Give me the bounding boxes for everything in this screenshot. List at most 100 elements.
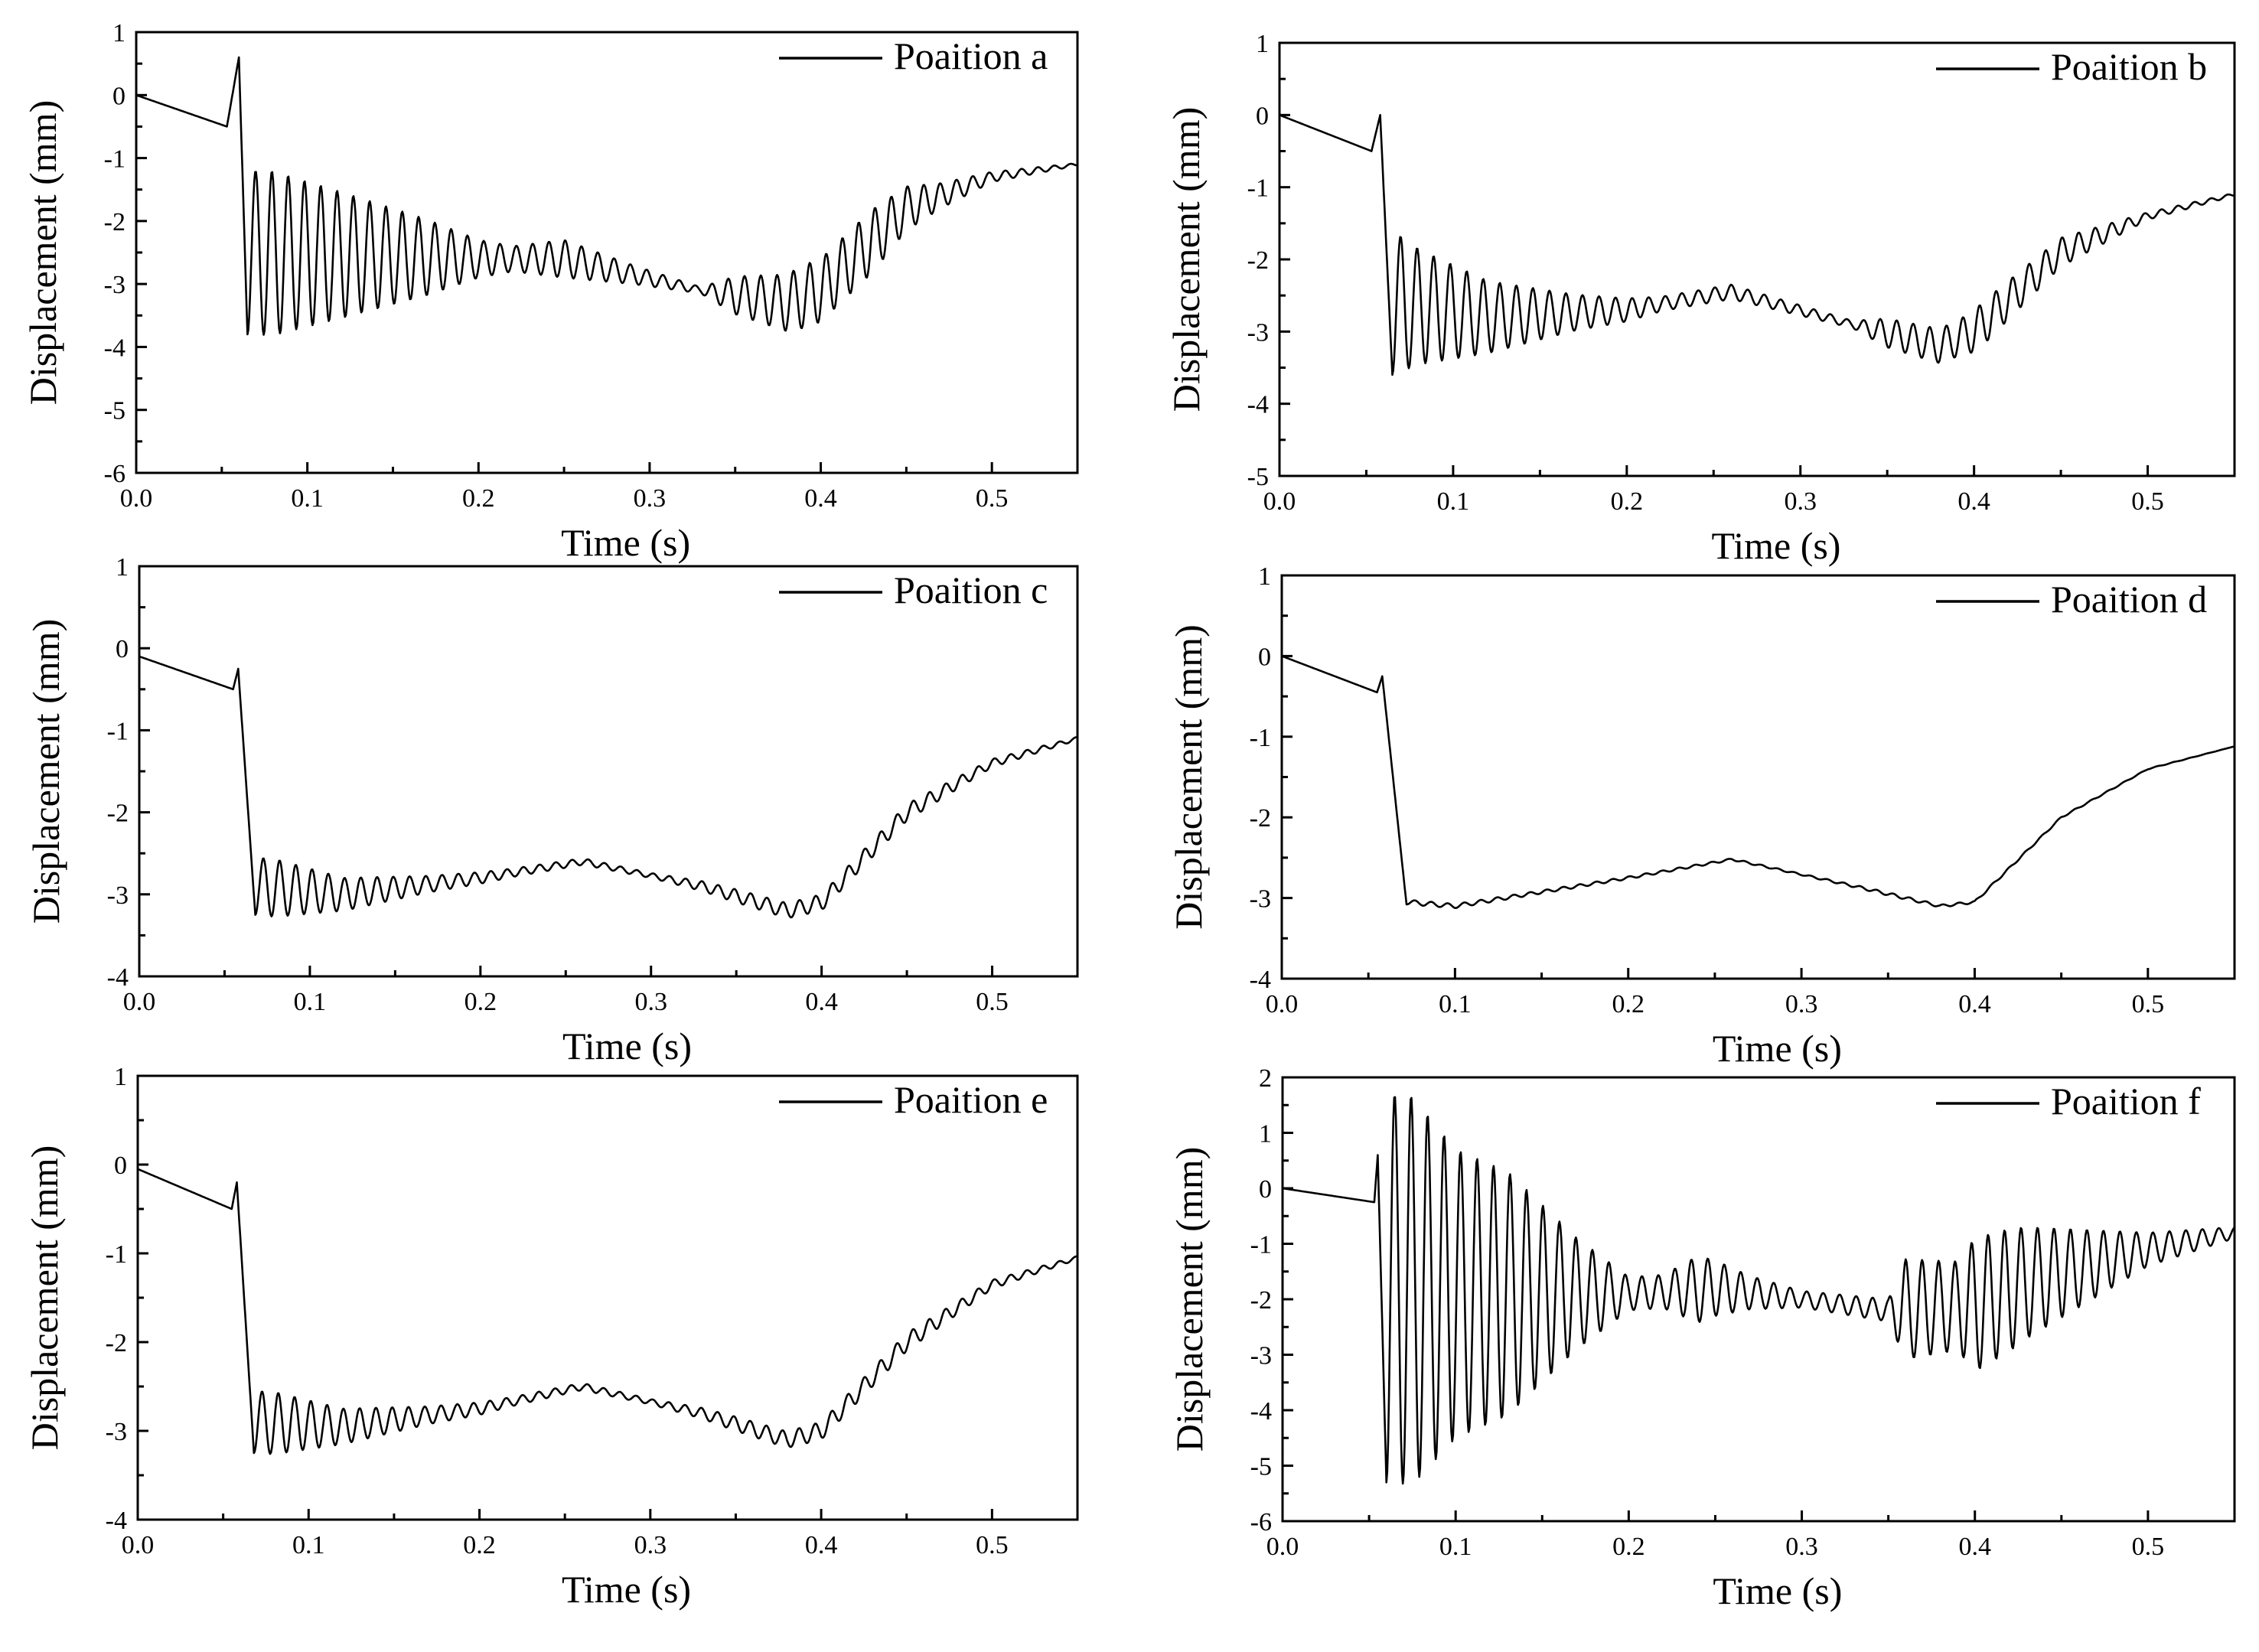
legend-label-c: Poaition c <box>894 569 1048 611</box>
chart-panel-d: 0.0 0.1 0.2 0.3 0.4 0.5 1 0 -1 -2 -3 -4 Time (s) Disp… <box>1167 562 2236 1070</box>
y-tick-label-f-3: -1 <box>1250 1231 1272 1259</box>
y-tick-label-a-6: -5 <box>104 397 126 425</box>
x-tick-label-d-3: 0.3 <box>1785 990 1818 1018</box>
x-axis-title-b: Time (s) <box>1711 524 1840 567</box>
legend-label-f: Poaition f <box>2051 1080 2201 1123</box>
x-tick-label-b-2: 0.2 <box>1611 487 1644 516</box>
x-axis-title-e: Time (s) <box>562 1568 691 1611</box>
y-tick-label-e-2: -1 <box>106 1240 127 1269</box>
x-tick-label-b-1: 0.1 <box>1437 487 1470 516</box>
y-tick-label-e-1: 0 <box>114 1152 127 1180</box>
x-tick-label-a-2: 0.2 <box>462 484 495 513</box>
y-tick-label-c-0: 1 <box>116 553 129 582</box>
x-tick-label-a-3: 0.3 <box>634 484 667 513</box>
plot-frame-b <box>1278 41 2236 477</box>
y-axis-title-a: Displacement (mm) <box>21 100 64 406</box>
y-tick-label-d-4: -3 <box>1250 885 1271 914</box>
x-tick-label-e-2: 0.2 <box>463 1531 496 1559</box>
y-tick-label-a-1: 0 <box>112 82 126 110</box>
y-tick-label-b-6: -5 <box>1247 463 1269 491</box>
x-axis-title-a: Time (s) <box>561 521 690 564</box>
series-line-e <box>137 1168 1078 1455</box>
x-tick-label-d-5: 0.5 <box>2132 990 2165 1018</box>
plot-frame-c <box>138 565 1079 978</box>
x-tick-label-f-1: 0.1 <box>1439 1533 1472 1561</box>
y-tick-label-b-1: 0 <box>1256 102 1269 130</box>
x-tick-label-e-3: 0.3 <box>634 1531 667 1559</box>
plot-frame-e <box>136 1074 1079 1521</box>
plot-frame-a <box>135 31 1079 474</box>
y-tick-label-d-0: 1 <box>1258 562 1271 591</box>
chart-panel-c: 0.0 0.1 0.2 0.3 0.4 0.5 1 0 -1 -2 -3 -4 Time (s) Disp… <box>24 553 1079 1067</box>
x-tick-label-f-5: 0.5 <box>2132 1533 2165 1561</box>
x-tick-label-b-5: 0.5 <box>2131 487 2164 516</box>
y-tick-label-f-2: 0 <box>1259 1175 1272 1204</box>
series-line-b <box>1279 114 2235 376</box>
series-line-c <box>139 655 1078 919</box>
x-tick-label-c-2: 0.2 <box>465 988 497 1016</box>
y-tick-label-f-7: -5 <box>1250 1453 1272 1481</box>
y-axis-title-b: Displacement (mm) <box>1165 107 1208 412</box>
x-tick-label-e-0: 0.0 <box>122 1531 155 1559</box>
y-tick-label-b-0: 1 <box>1256 30 1269 58</box>
x-tick-label-b-3: 0.3 <box>1784 487 1817 516</box>
y-tick-label-e-0: 1 <box>114 1063 127 1091</box>
chart-panel-e: 0.0 0.1 0.2 0.3 0.4 0.5 1 0 -1 -2 -3 -4 Time (s) Disp… <box>23 1063 1079 1611</box>
y-tick-label-a-7: -6 <box>104 460 126 488</box>
x-tick-label-e-4: 0.4 <box>805 1531 838 1559</box>
x-tick-label-c-5: 0.5 <box>976 988 1009 1016</box>
y-tick-label-c-4: -3 <box>107 881 129 910</box>
y-tick-label-d-3: -2 <box>1250 804 1271 833</box>
series-line-f <box>1282 1096 2235 1485</box>
x-tick-label-c-1: 0.1 <box>294 988 327 1016</box>
x-tick-label-d-2: 0.2 <box>1612 990 1645 1018</box>
y-tick-label-e-5: -4 <box>106 1507 127 1535</box>
y-tick-label-a-4: -3 <box>104 271 126 299</box>
y-tick-label-a-2: -1 <box>104 145 126 174</box>
legend-label-e: Poaition e <box>894 1078 1048 1121</box>
y-tick-label-e-3: -2 <box>106 1329 127 1357</box>
legend-label-a: Poaition a <box>894 34 1048 77</box>
y-tick-label-f-5: -3 <box>1250 1342 1272 1370</box>
x-tick-label-c-3: 0.3 <box>634 988 667 1016</box>
x-tick-label-a-1: 0.1 <box>291 484 324 513</box>
y-tick-label-f-1: 1 <box>1259 1120 1272 1149</box>
x-tick-label-d-0: 0.0 <box>1266 990 1299 1018</box>
x-tick-label-a-0: 0.0 <box>120 484 153 513</box>
x-tick-label-e-1: 0.1 <box>292 1531 325 1559</box>
x-tick-label-c-4: 0.4 <box>805 988 838 1016</box>
y-tick-label-c-3: -2 <box>107 800 129 828</box>
x-tick-label-f-3: 0.3 <box>1785 1533 1818 1561</box>
y-tick-label-e-4: -3 <box>106 1418 127 1446</box>
y-tick-label-a-0: 1 <box>112 19 126 47</box>
x-tick-label-d-4: 0.4 <box>1958 990 1991 1018</box>
legend-label-b: Poaition b <box>2051 45 2207 88</box>
x-tick-label-b-0: 0.0 <box>1263 487 1296 516</box>
y-tick-label-f-8: -6 <box>1250 1508 1272 1536</box>
x-tick-label-f-2: 0.2 <box>1612 1533 1645 1561</box>
y-axis-title-e: Displacement (mm) <box>23 1145 66 1451</box>
x-tick-label-e-5: 0.5 <box>976 1531 1009 1559</box>
x-tick-label-f-4: 0.4 <box>1958 1533 1991 1561</box>
x-axis-title-c: Time (s) <box>562 1025 692 1067</box>
y-tick-label-b-2: -1 <box>1247 174 1269 203</box>
y-tick-label-b-5: -4 <box>1247 391 1269 419</box>
x-axis-title-d: Time (s) <box>1713 1027 1842 1070</box>
series-line-a <box>135 56 1078 336</box>
x-tick-label-a-4: 0.4 <box>804 484 837 513</box>
y-axis-title-d: Displacement (mm) <box>1167 624 1210 930</box>
y-tick-label-f-4: -2 <box>1250 1286 1272 1315</box>
plot-frame-d <box>1280 574 2236 980</box>
y-tick-label-c-5: -4 <box>107 963 129 992</box>
y-tick-label-f-0: 2 <box>1259 1064 1272 1093</box>
y-axis-title-c: Displacement (mm) <box>24 619 67 924</box>
y-axis-title-f: Displacement (mm) <box>1168 1147 1211 1452</box>
y-tick-label-c-2: -1 <box>107 717 129 745</box>
series-line-d <box>1281 655 2235 909</box>
y-tick-label-d-5: -4 <box>1250 966 1271 994</box>
y-tick-label-d-1: 0 <box>1258 643 1271 671</box>
chart-panel-f: 0.0 0.1 0.2 0.3 0.4 0.5 2 1 0 -1 -2 -3 -4 -5 -6 Time (s… <box>1168 1064 2236 1612</box>
x-tick-label-d-1: 0.1 <box>1439 990 1472 1018</box>
y-tick-label-c-1: 0 <box>116 635 129 663</box>
